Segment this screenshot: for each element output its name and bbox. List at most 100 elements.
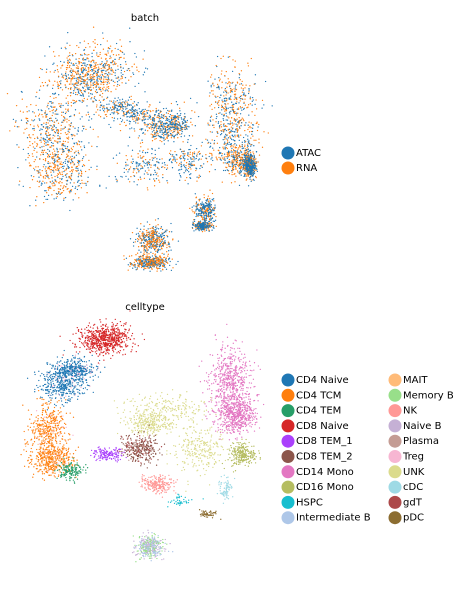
cell-point bbox=[154, 133, 155, 134]
cell-point bbox=[67, 155, 68, 156]
cell-point bbox=[107, 82, 108, 83]
cell-point bbox=[178, 119, 179, 120]
cell-point bbox=[237, 157, 238, 158]
cell-point bbox=[60, 174, 61, 175]
cell-point bbox=[165, 242, 166, 243]
cell-point bbox=[225, 143, 226, 144]
cell-point bbox=[171, 231, 172, 232]
cell-point bbox=[167, 182, 168, 183]
cell-point bbox=[221, 70, 222, 71]
cell-point bbox=[116, 77, 117, 78]
cell-point bbox=[139, 111, 140, 112]
cell-point bbox=[165, 257, 166, 258]
cell-point bbox=[55, 97, 56, 98]
cell-point bbox=[134, 101, 135, 102]
cell-point bbox=[140, 142, 141, 143]
cell-point bbox=[133, 74, 134, 75]
cell-point bbox=[210, 216, 211, 217]
cell-point bbox=[107, 50, 108, 51]
cell-point bbox=[143, 113, 144, 114]
cell-point bbox=[171, 115, 172, 116]
cell-point bbox=[118, 97, 119, 98]
cell-point bbox=[229, 142, 230, 143]
cell-point bbox=[243, 120, 244, 121]
cell-point bbox=[63, 171, 64, 172]
cell-point bbox=[161, 158, 162, 159]
cell-point bbox=[42, 181, 43, 182]
cell-point bbox=[71, 158, 72, 159]
cell-point bbox=[223, 126, 224, 127]
cell-point bbox=[67, 189, 68, 190]
cell-point bbox=[263, 104, 264, 105]
cell-point bbox=[258, 124, 259, 125]
cell-point bbox=[216, 65, 217, 66]
cell-point bbox=[117, 69, 118, 70]
cell-point bbox=[68, 129, 69, 130]
cell-point bbox=[43, 126, 44, 127]
cell-point bbox=[215, 169, 216, 170]
cell-point bbox=[232, 171, 233, 172]
cell-point bbox=[179, 110, 180, 111]
cell-point bbox=[144, 133, 145, 134]
cell-point bbox=[211, 226, 212, 227]
cell-point bbox=[124, 115, 125, 116]
cell-point bbox=[251, 131, 252, 132]
cell-point bbox=[225, 88, 226, 89]
cell-point bbox=[85, 68, 86, 69]
cell-point bbox=[152, 245, 153, 246]
cell-point bbox=[235, 86, 236, 87]
cell-point bbox=[143, 156, 144, 157]
cell-point bbox=[234, 136, 235, 137]
cell-point bbox=[202, 229, 203, 230]
cell-point bbox=[97, 81, 98, 82]
cell-point bbox=[151, 243, 152, 244]
cell-point bbox=[177, 134, 178, 135]
cell-point bbox=[71, 105, 72, 106]
cell-point bbox=[136, 56, 137, 57]
cell-point bbox=[79, 100, 80, 101]
cell-point bbox=[90, 78, 91, 79]
cell-point bbox=[65, 159, 66, 160]
cell-point bbox=[230, 111, 231, 112]
cell-point bbox=[52, 143, 53, 144]
cell-point bbox=[136, 69, 137, 70]
cell-point bbox=[209, 225, 210, 226]
cell-point bbox=[81, 141, 82, 142]
cell-point bbox=[236, 164, 237, 165]
cell-point bbox=[196, 224, 197, 225]
cell-point bbox=[241, 70, 242, 71]
cell-point bbox=[220, 121, 221, 122]
cell-point bbox=[256, 151, 257, 152]
cell-point bbox=[131, 96, 132, 97]
cell-point bbox=[155, 251, 156, 252]
batch-points bbox=[7, 27, 273, 272]
cell-point bbox=[163, 266, 164, 267]
cell-point bbox=[239, 84, 240, 85]
cell-point bbox=[192, 211, 193, 212]
cell-point bbox=[41, 152, 42, 153]
cell-point bbox=[174, 119, 175, 120]
cell-point bbox=[142, 152, 143, 153]
cell-point bbox=[103, 84, 104, 85]
cell-point bbox=[204, 230, 205, 231]
cell-point bbox=[96, 75, 97, 76]
cell-point bbox=[213, 214, 214, 215]
cell-point bbox=[80, 183, 81, 184]
cell-point bbox=[198, 210, 199, 211]
cell-point bbox=[251, 179, 252, 180]
cell-point bbox=[218, 101, 219, 102]
cell-point bbox=[104, 68, 105, 69]
cell-point bbox=[245, 155, 246, 156]
cell-point bbox=[89, 169, 90, 170]
cell-point bbox=[265, 81, 266, 82]
cell-point bbox=[170, 121, 171, 122]
cell-point bbox=[121, 76, 122, 77]
cell-point bbox=[258, 142, 259, 143]
cell-point bbox=[129, 256, 130, 257]
cell-point bbox=[161, 242, 162, 243]
cell-point bbox=[58, 123, 59, 124]
cell-point bbox=[108, 81, 109, 82]
cell-point bbox=[113, 158, 114, 159]
cell-point bbox=[117, 84, 118, 85]
cell-point bbox=[114, 63, 115, 64]
